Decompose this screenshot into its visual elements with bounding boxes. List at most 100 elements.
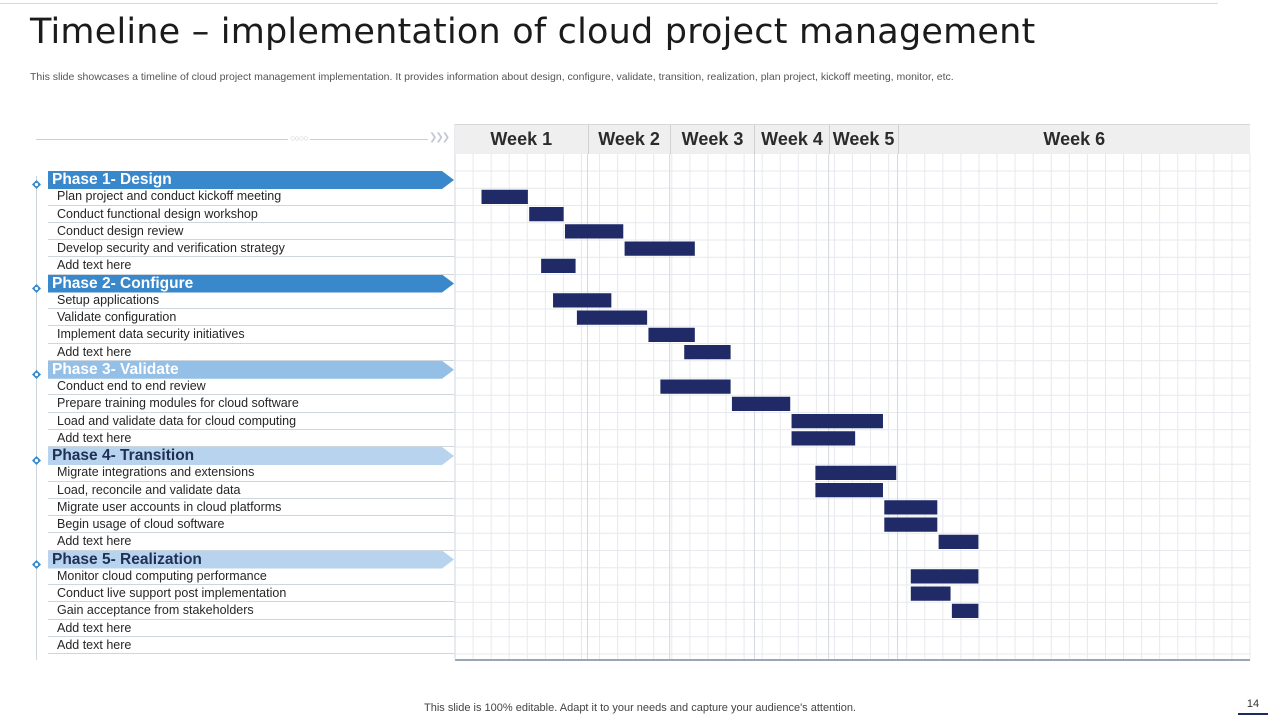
task-label: Conduct live support post implementation bbox=[57, 586, 287, 600]
week-header-3: Week 3 bbox=[669, 125, 755, 154]
task-label: Add text here bbox=[57, 534, 132, 549]
task-row: Load and validate data for cloud computi… bbox=[48, 413, 454, 430]
task-row: Plan project and conduct kickoff meeting bbox=[48, 188, 454, 206]
page-title: Timeline – implementation of cloud proje… bbox=[30, 12, 1036, 52]
task-label: Conduct functional design workshop bbox=[57, 206, 258, 221]
task-row: Gain acceptance from stakeholders bbox=[48, 602, 454, 620]
gantt-bar bbox=[791, 414, 883, 429]
task-row: Add text here bbox=[48, 533, 454, 551]
phase-banner-1: Phase 1- Design bbox=[48, 171, 454, 189]
task-label: Migrate user accounts in cloud platforms bbox=[57, 499, 282, 514]
phase-banner-2: Phase 2- Configure bbox=[48, 275, 454, 293]
task-label: Validate configuration bbox=[57, 310, 177, 324]
gantt-bar bbox=[624, 241, 695, 256]
task-row: Add text here bbox=[48, 257, 454, 275]
phase-marker-icon bbox=[32, 176, 41, 189]
task-label: Setup applications bbox=[57, 292, 160, 307]
task-label: Migrate integrations and extensions bbox=[57, 465, 255, 480]
task-row: Implement data security initiatives bbox=[48, 326, 454, 344]
week-header-1: Week 1 bbox=[490, 129, 553, 149]
gantt-bar bbox=[529, 207, 564, 222]
gantt-bar bbox=[541, 258, 576, 273]
task-row: Migrate integrations and extensions bbox=[48, 464, 454, 482]
phase-marker-icon bbox=[32, 366, 41, 379]
phase-label: Phase 5- Realization bbox=[52, 550, 202, 568]
week-header-5: Week 5 bbox=[828, 125, 898, 154]
task-row: Prepare training modules for cloud softw… bbox=[48, 395, 454, 413]
decorative-line bbox=[310, 139, 428, 140]
task-row: Load, reconcile and validate data bbox=[48, 482, 454, 499]
task-row: Add text here bbox=[48, 620, 454, 637]
gantt-bar bbox=[815, 483, 883, 498]
week-header-4: Week 4 bbox=[754, 125, 828, 154]
task-label: Begin usage of cloud software bbox=[57, 517, 225, 531]
decorative-chevrons-icon: ❯❯❯ bbox=[429, 132, 450, 143]
task-label: Implement data security initiatives bbox=[57, 327, 245, 342]
gantt-bar bbox=[648, 327, 695, 342]
task-row: Conduct design review bbox=[48, 223, 454, 240]
task-row: Setup applications bbox=[48, 292, 454, 309]
gantt-bar bbox=[910, 569, 979, 584]
task-row: Migrate user accounts in cloud platforms bbox=[48, 499, 454, 516]
task-label: Conduct end to end review bbox=[57, 379, 206, 393]
task-row: Conduct functional design workshop bbox=[48, 206, 454, 223]
task-row: Conduct end to end review bbox=[48, 378, 454, 396]
task-label: Conduct design review bbox=[57, 223, 184, 238]
page-number-underline bbox=[1238, 713, 1268, 715]
top-rule bbox=[0, 3, 1218, 4]
phase-marker-icon bbox=[32, 452, 41, 465]
task-label: Prepare training modules for cloud softw… bbox=[57, 396, 299, 411]
task-label: Monitor cloud computing performance bbox=[57, 568, 267, 583]
task-label: Load and validate data for cloud computi… bbox=[57, 413, 297, 428]
phase-label: Phase 2- Configure bbox=[52, 274, 194, 292]
gantt-bar bbox=[951, 603, 979, 618]
gantt-bar bbox=[791, 431, 856, 446]
page-number: 14 bbox=[1246, 698, 1260, 710]
week-header-2: Week 2 bbox=[587, 125, 670, 154]
task-label: Plan project and conduct kickoff meeting bbox=[57, 189, 282, 204]
task-label: Load, reconcile and validate data bbox=[57, 482, 241, 497]
task-row: Monitor cloud computing performance bbox=[48, 568, 454, 585]
gantt-bar bbox=[684, 345, 731, 360]
gantt-bar bbox=[884, 517, 938, 532]
task-label: Develop security and verification strate… bbox=[57, 241, 285, 255]
gantt-bar bbox=[660, 379, 731, 394]
task-label: Add text here bbox=[57, 637, 132, 652]
phase-banner-3: Phase 3- Validate bbox=[48, 361, 454, 379]
gantt-bar bbox=[576, 310, 648, 325]
task-row: Begin usage of cloud software bbox=[48, 516, 454, 534]
gantt-bar bbox=[481, 189, 528, 204]
footer-note: This slide is 100% editable. Adapt it to… bbox=[424, 702, 856, 714]
phase-label: Phase 4- Transition bbox=[52, 447, 195, 464]
gantt-bar bbox=[884, 500, 938, 515]
task-row: Add text here bbox=[48, 637, 454, 654]
task-row: Add text here bbox=[48, 344, 454, 361]
gantt-bar bbox=[938, 534, 979, 549]
gantt-bar bbox=[731, 396, 791, 411]
timeline-vertical-line bbox=[36, 176, 37, 660]
task-label: Gain acceptance from stakeholders bbox=[57, 603, 254, 618]
page-subtitle: This slide showcases a timeline of cloud… bbox=[30, 71, 954, 83]
task-row: Add text here bbox=[48, 430, 454, 447]
phase-marker-icon bbox=[32, 556, 41, 569]
phase-marker-icon bbox=[32, 280, 41, 293]
task-row: Conduct live support post implementation bbox=[48, 585, 454, 603]
phase-banner-5: Phase 5- Realization bbox=[48, 551, 454, 569]
decorative-line bbox=[36, 139, 288, 140]
phase-banner-4: Phase 4- Transition bbox=[48, 447, 454, 465]
week-header-6: Week 6 bbox=[897, 125, 1250, 154]
task-label: Add text here bbox=[57, 620, 132, 635]
gantt-bar bbox=[815, 465, 897, 480]
phase-label: Phase 1- Design bbox=[52, 171, 172, 188]
task-row: Validate configuration bbox=[48, 309, 454, 327]
gantt-bar bbox=[910, 586, 951, 601]
week-header: Week 1 Week 2 Week 3 Week 4 Week 5 Week 6 bbox=[455, 124, 1250, 154]
decorative-dots-icon: ○○○○ bbox=[290, 133, 309, 143]
task-label: Add text here bbox=[57, 258, 132, 273]
phase-label: Phase 3- Validate bbox=[52, 360, 179, 378]
task-label: Add text here bbox=[57, 430, 132, 445]
gantt-bar bbox=[564, 224, 624, 239]
task-row: Develop security and verification strate… bbox=[48, 240, 454, 258]
task-label: Add text here bbox=[57, 344, 132, 359]
